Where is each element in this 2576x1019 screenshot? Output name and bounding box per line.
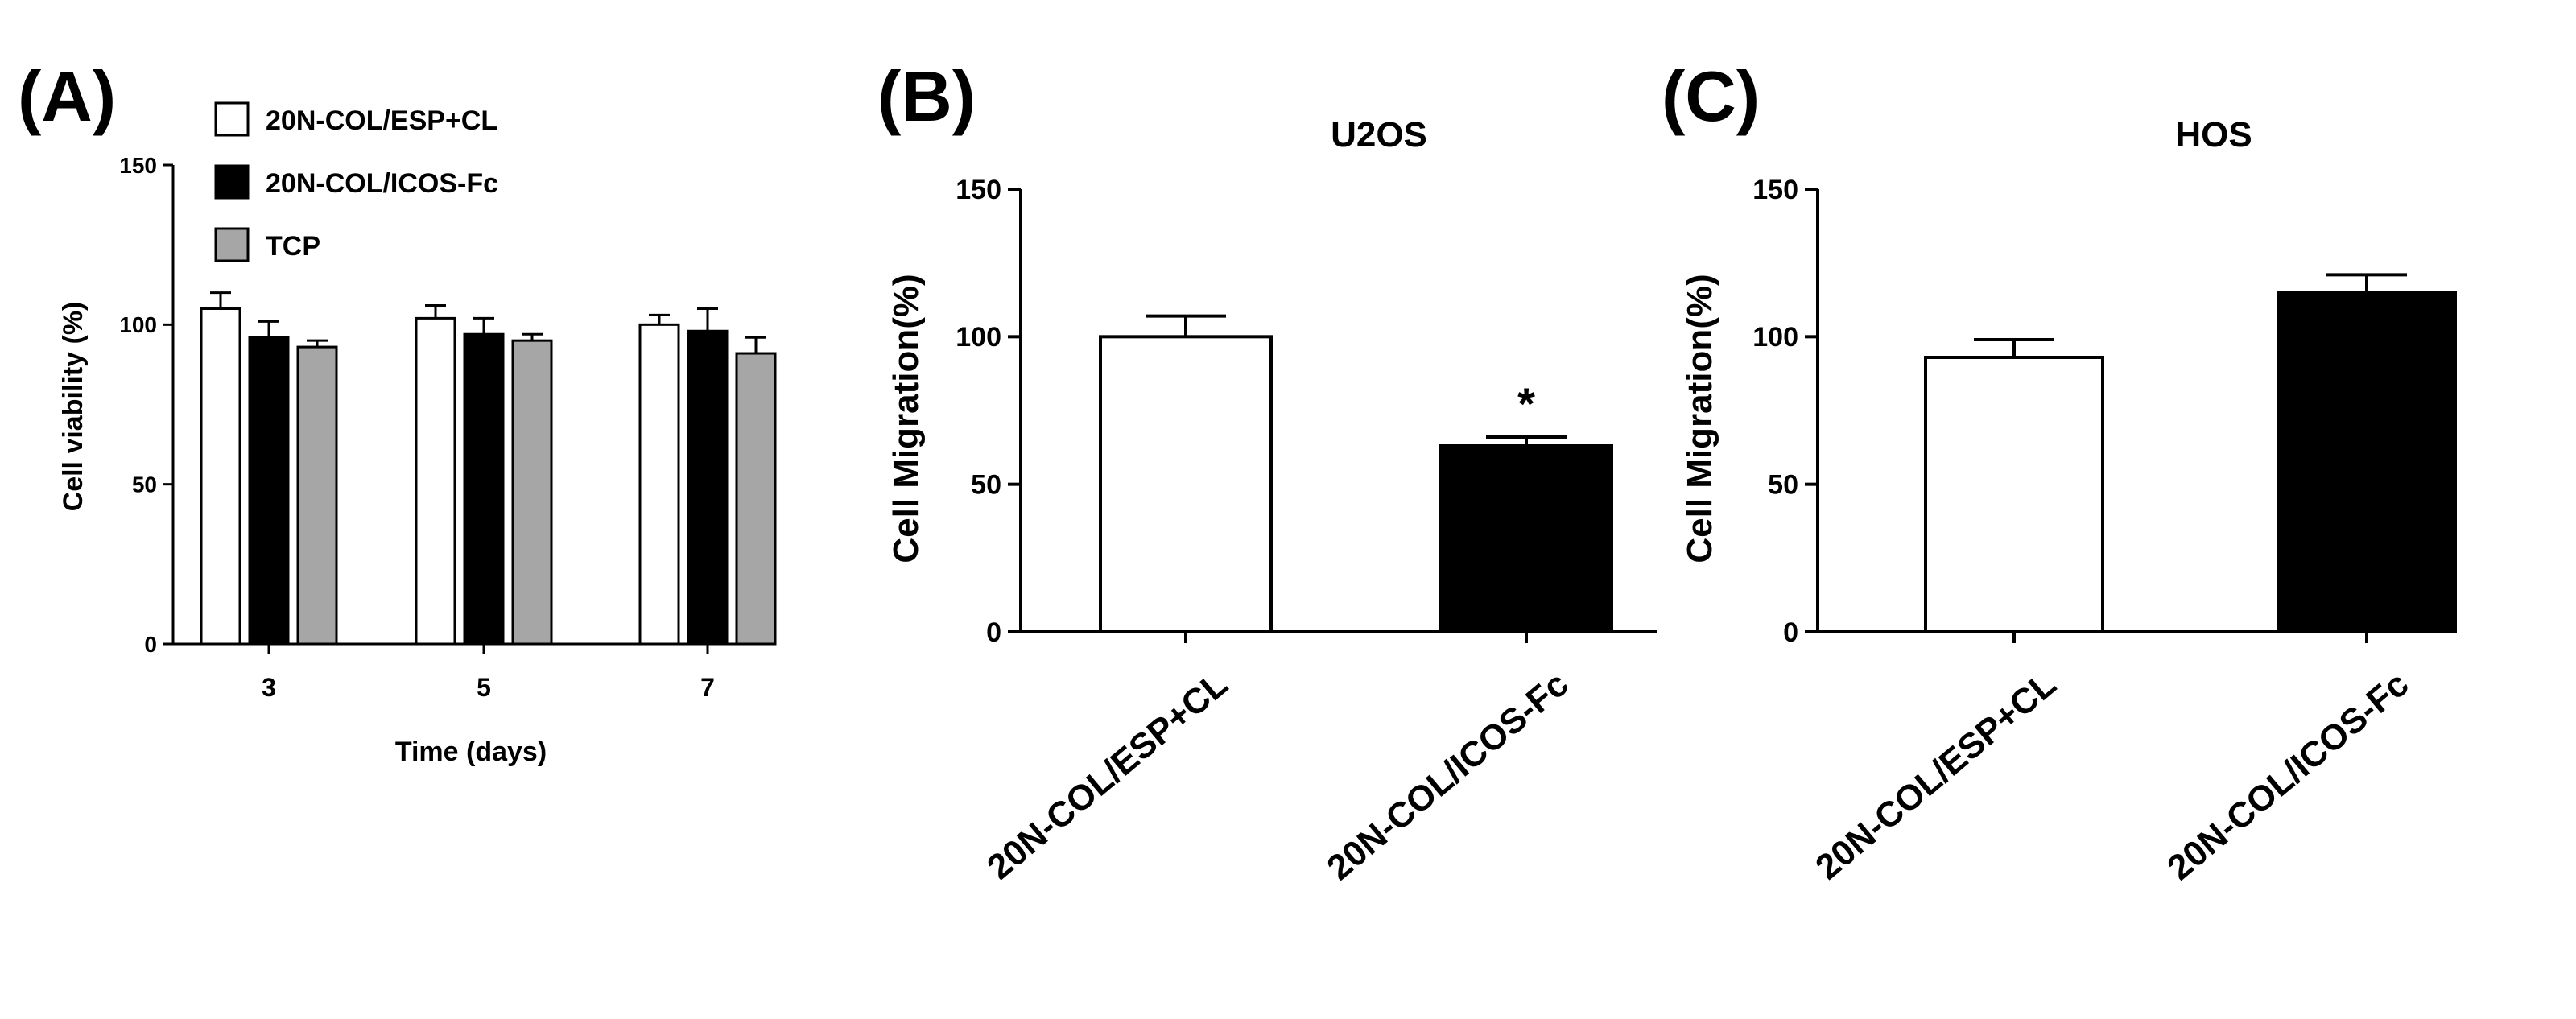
panel-a-bar-3-1-bar [248, 336, 290, 646]
panel-b-y-tick-label: 150 [956, 175, 1001, 205]
panel-c-y-axis-title: Cell Migration(%) [1680, 274, 1719, 563]
panel-a-legend-swatch [214, 101, 250, 137]
panel-a-bar-7-1-bar [687, 329, 729, 646]
panel-a-bar-7-2-bar [735, 352, 777, 646]
panel-a-y-tick-label: 50 [132, 472, 157, 497]
panel-c-title: HOS [2175, 115, 2252, 155]
panel-c-x-tick-label: 20N-COL/ICOS-Fc [2160, 664, 2416, 888]
panel-a-x-axis-title: Time (days) [395, 736, 547, 767]
panel-c-plot-area: 0 50 100 150 20N-COL/ESP+CL 20N-COL/ICOS-Fc [1752, 175, 2457, 888]
panel-b-significance-label: * [1517, 378, 1535, 429]
panel-b-x-tick-label: 20N-COL/ESP+CL [980, 664, 1235, 887]
panel-c-bar-1-bar [2277, 291, 2457, 633]
panel-b-u2os-chart: (B) U2OS Cell Migration(%) 0 50 100 150 20N-… [877, 56, 1657, 888]
panel-c-hos-chart: (C) HOS Cell Migration(%) 0 50 100 150 20N-C… [1662, 56, 2457, 888]
panel-a-bar-3-2-bar [296, 345, 338, 646]
panel-a-y-tick-label: 0 [144, 632, 157, 657]
panel-a-x-tick-label: 3 [262, 673, 276, 702]
panel-a-plot-area: 0 50 100 150 3 5 7 [119, 153, 777, 702]
panel-c-y-tick-label: 0 [1783, 617, 1798, 648]
panel-a-y-tick-label: 100 [119, 312, 157, 337]
panel-a-letter: (A) [18, 56, 116, 136]
panel-a-legend-swatch [214, 227, 250, 262]
panel-a-bar-5-0-bar [415, 316, 456, 646]
panel-a-legend-label: 20N-COL/ICOS-Fc [266, 168, 498, 199]
panel-a-bar-7-0-bar [638, 323, 680, 646]
panel-a-bar-5-1-bar [463, 332, 505, 646]
panel-b-title: U2OS [1331, 115, 1427, 155]
panel-c-y-tick-label: 150 [1752, 175, 1798, 205]
panel-c-letter: (C) [1662, 56, 1760, 136]
panel-b-y-axis-title: Cell Migration(%) [886, 274, 926, 563]
panel-b-x-tick-label: 20N-COL/ICOS-Fc [1319, 664, 1575, 888]
panel-a-legend-label: TCP [266, 231, 320, 262]
panel-a-x-tick-label: 7 [700, 673, 715, 702]
panel-c-bar-0-bar [1924, 356, 2104, 633]
panel-b-bar-0-bar [1099, 335, 1273, 633]
panel-a-legend-swatch [214, 164, 250, 200]
panel-b-y-tick-label: 50 [971, 470, 1001, 501]
panel-a-x-tick-label: 5 [477, 673, 491, 702]
panel-a-y-axis-title: Cell viability (%) [58, 302, 89, 512]
panel-c-x-tick-label: 20N-COL/ESP+CL [1808, 664, 2063, 887]
panel-a-bar-3-0-bar [200, 307, 242, 646]
panel-b-bar-1-bar [1439, 444, 1613, 633]
panel-b-y-tick-label: 0 [986, 617, 1001, 648]
panel-c-y-tick-label: 100 [1752, 322, 1798, 353]
panel-b-plot-area: 0 50 100 150 20N-COL/ESP+CL 20N-COL/ICOS-Fc * [956, 175, 1657, 888]
panel-b-letter: (B) [877, 56, 976, 136]
panel-a-legend-label: 20N-COL/ESP+CL [266, 105, 497, 136]
panel-a-y-tick-label: 150 [119, 153, 157, 178]
panel-b-y-tick-label: 100 [956, 322, 1001, 353]
panel-c-y-tick-label: 50 [1768, 470, 1798, 501]
panel-a-viability-chart: (A) Cell viability (%) Time (days) 20N-C… [18, 56, 777, 767]
panel-a-bar-5-2-bar [511, 339, 553, 646]
panel-a-legend: 20N-COL/ESP+CL 20N-COL/ICOS-Fc TCP [214, 101, 498, 262]
